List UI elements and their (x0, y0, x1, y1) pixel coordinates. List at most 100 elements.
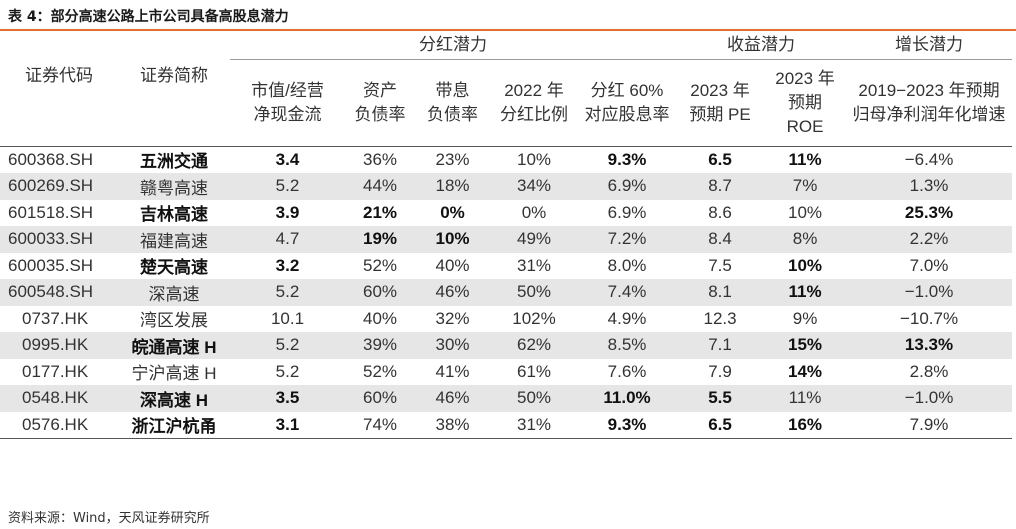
cell-name: 浙江沪杭甬 (118, 411, 230, 439)
cell-mv-ocf: 3.5 (230, 385, 345, 412)
cell-yield: 7.2% (578, 226, 677, 253)
header-line: 对应股息率 (584, 104, 670, 124)
cell-mv-ocf: 3.2 (275, 255, 300, 275)
cell-growth: −1.0% (846, 279, 1013, 306)
cell-yield: 6.9% (607, 202, 647, 222)
cell-int-debt: 41% (435, 361, 470, 381)
cell-debt: 39% (345, 332, 415, 359)
cell-pe: 8.6 (708, 202, 732, 222)
cell-roe: 11% (788, 149, 822, 169)
cell-code: 600548.SH (0, 279, 118, 306)
cell-payout: 102% (512, 308, 556, 328)
cell-debt: 40% (362, 308, 398, 328)
table-row: 0995.HK 皖通高速 H 5.2 39% 30% 62% 8.5% 7.1 … (0, 332, 1013, 359)
cell-name: 深高速 (118, 279, 230, 306)
table-row: 601518.SH 吉林高速 3.9 21% 0% 0% 6.9% 8.6 10… (0, 200, 1012, 227)
col-header-code-text: 证券代码 (25, 65, 93, 85)
col-header-name-text: 证券简称 (140, 65, 208, 85)
table-row: 0576.HK 浙江沪杭甬 3.1 74% 38% 31% 9.3% 6.5 1… (0, 411, 1013, 439)
cell-yield: 9.3% (607, 149, 647, 169)
cell-code: 600033.SH (0, 226, 118, 253)
header-blank (0, 31, 118, 60)
header-line: 资产 (363, 80, 397, 100)
cell-name: 福建高速 (118, 226, 230, 253)
cell-name: 湾区发展 (140, 311, 208, 331)
table-row: 600035.SH 楚天高速 3.2 52% 40% 31% 8.0% 7.5 … (0, 253, 1012, 280)
cell-pe: 12.3 (703, 308, 737, 328)
cell-payout: 50% (490, 385, 578, 412)
header-line: 市值/经营 (251, 80, 324, 100)
header-line: 负债率 (427, 104, 478, 124)
table-row: 600368.SH 五洲交通 3.4 36% 23% 10% 9.3% 6.5 … (0, 146, 1012, 173)
cell-growth: 2.8% (909, 361, 949, 381)
cell-mv-ocf: 5.2 (230, 332, 345, 359)
cell-name: 五洲交通 (140, 152, 208, 172)
cell-int-debt: 46% (415, 279, 490, 306)
cell-pe: 7.1 (676, 332, 765, 359)
cell-pe: 7.9 (708, 361, 732, 381)
cell-yield: 11.0% (578, 385, 677, 412)
cell-mv-ocf: 3.4 (275, 149, 300, 169)
header-line: 2023 年 (690, 80, 750, 100)
cell-debt: 52% (362, 255, 398, 275)
cell-int-debt: 18% (415, 173, 490, 200)
cell-roe: 8% (764, 226, 847, 253)
col-header-debt: 资产 负债率 (345, 59, 415, 147)
cell-mv-ocf: 4.7 (230, 226, 345, 253)
cell-growth: −1.0% (846, 385, 1013, 412)
header-blank (118, 31, 230, 60)
cell-int-debt: 32% (435, 308, 470, 328)
cell-pe: 5.5 (676, 385, 765, 412)
cell-code: 601518.SH (8, 202, 94, 222)
col-header-int-debt: 带息 负债率 (415, 59, 490, 147)
cell-pe: 8.7 (676, 173, 765, 200)
header-line: 带息 (435, 80, 470, 100)
cell-name: 宁沪高速 H (131, 364, 217, 384)
cell-yield: 8.0% (607, 255, 647, 275)
cell-roe: 11% (764, 385, 847, 412)
cell-int-debt: 30% (415, 332, 490, 359)
cell-code: 0177.HK (22, 361, 89, 381)
col-header-pe: 2023 年预期 PE (676, 59, 765, 147)
cell-debt: 21% (362, 202, 398, 222)
cell-roe: 10% (788, 202, 823, 222)
header-line: 归母净利润年化增速 (852, 104, 1006, 124)
table-row: 0737.HK 湾区发展 10.1 40% 32% 102% 4.9% 12.3… (0, 306, 1012, 333)
cell-name: 吉林高速 (140, 205, 208, 225)
cell-roe: 14% (788, 361, 823, 381)
group-header-growth: 增长潜力 (846, 31, 1013, 60)
table-row: 0177.HK 宁沪高速 H 5.2 52% 41% 61% 7.6% 7.9 … (0, 359, 1012, 386)
cell-mv-ocf: 10.1 (270, 308, 305, 328)
cell-int-debt: 46% (415, 385, 490, 412)
cell-code: 600269.SH (0, 173, 118, 200)
col-header-mv-ocf: 市值/经营净现金流 (230, 59, 345, 147)
col-header-code: 证券代码 (0, 59, 118, 147)
cell-pe: 6.5 (676, 411, 765, 439)
cell-code: 600368.SH (8, 149, 94, 169)
cell-payout: 10% (516, 149, 552, 169)
table-row: 600269.SH 赣粤高速 5.2 44% 18% 34% 6.9% 8.7 … (0, 173, 1013, 200)
header-line: 净现金流 (253, 104, 322, 124)
cell-roe: 10% (788, 255, 823, 275)
cell-code: 600035.SH (8, 255, 94, 275)
cell-int-debt: 38% (415, 411, 490, 439)
cell-code: 0548.HK (0, 385, 118, 412)
cell-payout: 34% (490, 173, 578, 200)
cell-growth: 1.3% (846, 173, 1013, 200)
cell-int-debt: 23% (435, 149, 470, 169)
cell-payout: 62% (490, 332, 578, 359)
cell-name: 赣粤高速 (118, 173, 230, 200)
cell-payout: 31% (490, 411, 578, 439)
cell-growth: 7.9% (846, 411, 1013, 439)
cell-name: 深高速 H (118, 385, 230, 412)
cell-growth: −6.4% (904, 149, 954, 169)
cell-mv-ocf: 3.9 (275, 202, 300, 222)
cell-payout: 0% (521, 202, 547, 222)
table-caption: 表 4：部分高速公路上市公司具备高股息潜力 (8, 9, 289, 25)
header-line: 2022 年 (504, 80, 564, 100)
cell-debt: 74% (345, 411, 415, 439)
cell-roe: 15% (764, 332, 847, 359)
cell-pe: 8.4 (676, 226, 765, 253)
cell-yield: 8.5% (578, 332, 677, 359)
cell-payout: 61% (516, 361, 552, 381)
